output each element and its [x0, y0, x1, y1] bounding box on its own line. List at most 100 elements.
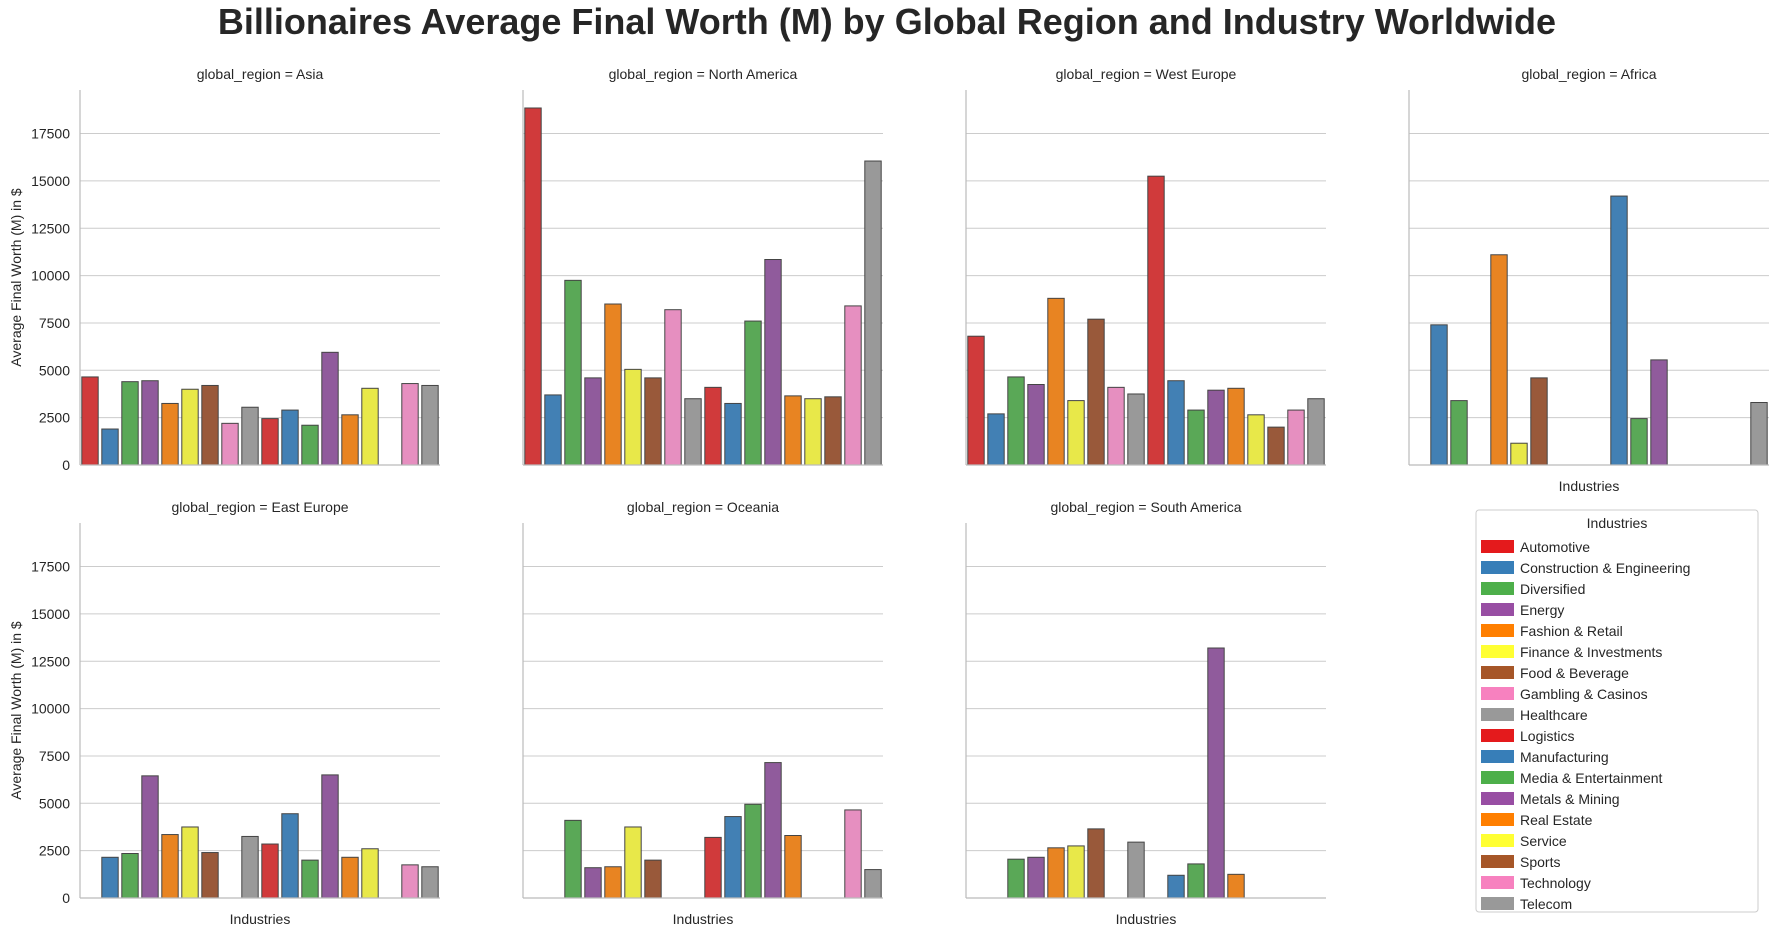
legend-swatch	[1481, 603, 1514, 616]
bar-4-14	[361, 848, 379, 899]
legend-swatch	[1481, 876, 1514, 889]
bar-4-17	[421, 866, 439, 899]
bar-4-9	[261, 843, 279, 899]
legend-label: Gambling & Casinos	[1520, 686, 1648, 702]
bar-4-16	[401, 864, 419, 899]
legend-label: Diversified	[1520, 581, 1585, 597]
bar-0-7	[221, 422, 239, 466]
legend-swatch	[1481, 834, 1514, 847]
bar-4-8	[241, 835, 259, 899]
y-tick-label: 10000	[31, 701, 70, 717]
y-tick-label: 15000	[31, 606, 70, 622]
y-tick-label: 10000	[31, 268, 70, 284]
bar-2-8	[1127, 393, 1145, 466]
bar-6-10	[1167, 874, 1185, 899]
legend-swatch	[1481, 897, 1514, 910]
legend-label: Construction & Engineering	[1520, 560, 1690, 576]
legend-swatch	[1481, 855, 1514, 868]
bar-2-0	[967, 335, 985, 466]
panel-title: global_region = Oceania	[627, 499, 779, 515]
bar-3-5	[1510, 442, 1528, 466]
bar-2-2	[1007, 376, 1025, 466]
bar-2-17	[1307, 398, 1325, 466]
bar-2-14	[1247, 414, 1265, 466]
bar-0-5	[181, 388, 199, 466]
legend-swatch	[1481, 729, 1514, 742]
bar-5-10	[724, 816, 742, 899]
bar-4-10	[281, 813, 299, 899]
panel-6: global_region = South America Industries	[965, 499, 1326, 927]
legend-title: Industries	[1587, 515, 1648, 531]
y-tick-label: 12500	[31, 220, 70, 236]
bar-3-2	[1450, 400, 1468, 466]
bar-4-11	[301, 859, 319, 899]
bar-5-2	[564, 819, 582, 899]
bar-1-11	[744, 320, 762, 466]
panel-3: global_region = Africa Industries	[1408, 66, 1769, 494]
bar-1-10	[724, 402, 742, 466]
bar-5-5	[624, 826, 642, 899]
bar-5-4	[604, 866, 622, 899]
legend-swatch	[1481, 687, 1514, 700]
bar-1-1	[544, 394, 562, 466]
panel-0: global_region = Asia 0 2500 5000 7500 10000 12…	[8, 66, 440, 473]
legend-swatch	[1481, 813, 1514, 826]
bar-3-12	[1650, 359, 1668, 466]
bar-0-11	[301, 424, 319, 466]
y-tick-label: 5000	[39, 362, 70, 378]
bar-4-13	[341, 856, 359, 899]
bar-2-9	[1147, 175, 1165, 466]
bar-0-3	[141, 380, 159, 466]
y-axis-label: Average Final Worth (M) in $	[8, 188, 24, 367]
panel-1: global_region = North America	[522, 66, 883, 466]
panel-title: global_region = East Europe	[171, 499, 348, 515]
y-axis-label: Average Final Worth (M) in $	[8, 621, 24, 800]
bar-2-12	[1207, 389, 1225, 466]
y-tick-label: 15000	[31, 173, 70, 189]
bar-5-9	[704, 836, 722, 899]
chart-title: Billionaires Average Final Worth (M) by …	[218, 1, 1556, 42]
legend-swatch	[1481, 624, 1514, 637]
bar-6-13	[1227, 873, 1245, 899]
bar-2-3	[1027, 384, 1045, 466]
bar-5-16	[844, 809, 862, 899]
panel-5: global_region = Oceania Industries	[522, 499, 883, 927]
bar-4-6	[201, 852, 219, 899]
legend-label: Food & Beverage	[1520, 665, 1629, 681]
bar-6-6	[1087, 828, 1105, 899]
legend-swatch	[1481, 582, 1514, 595]
bar-3-10	[1610, 195, 1628, 466]
bar-3-4	[1490, 254, 1508, 466]
bar-0-4	[161, 402, 179, 466]
bar-0-13	[341, 414, 359, 466]
bar-1-3	[584, 377, 602, 466]
panel-title: global_region = Asia	[197, 66, 324, 82]
bar-6-4	[1047, 847, 1065, 899]
legend-swatch	[1481, 645, 1514, 658]
panels: global_region = Asia 0 2500 5000 7500 10000 12…	[8, 66, 1769, 927]
legend-frame	[1475, 509, 1759, 913]
y-tick-label: 5000	[39, 795, 70, 811]
panel-title: global_region = West Europe	[1056, 66, 1237, 82]
bar-6-2	[1007, 858, 1025, 899]
bar-0-10	[281, 409, 299, 466]
panel-4: global_region = East Europe 0 2500 5000 7500…	[8, 499, 440, 927]
bar-2-16	[1287, 409, 1305, 466]
bar-1-6	[644, 377, 662, 466]
bar-6-11	[1187, 863, 1205, 899]
bar-2-1	[987, 413, 1005, 466]
bar-0-16	[401, 383, 419, 466]
legend-label: Media & Entertainment	[1520, 770, 1663, 786]
bar-3-17	[1750, 402, 1768, 466]
bar-5-17	[864, 869, 882, 899]
bar-2-4	[1047, 297, 1065, 466]
bar-1-14	[804, 398, 822, 466]
bar-1-12	[764, 259, 782, 466]
bar-0-8	[241, 406, 259, 466]
bar-0-6	[201, 384, 219, 466]
bar-0-0	[81, 376, 99, 466]
bar-0-9	[261, 418, 279, 466]
legend-label: Logistics	[1520, 728, 1574, 744]
bar-6-3	[1027, 856, 1045, 899]
y-tick-label: 0	[62, 890, 70, 906]
